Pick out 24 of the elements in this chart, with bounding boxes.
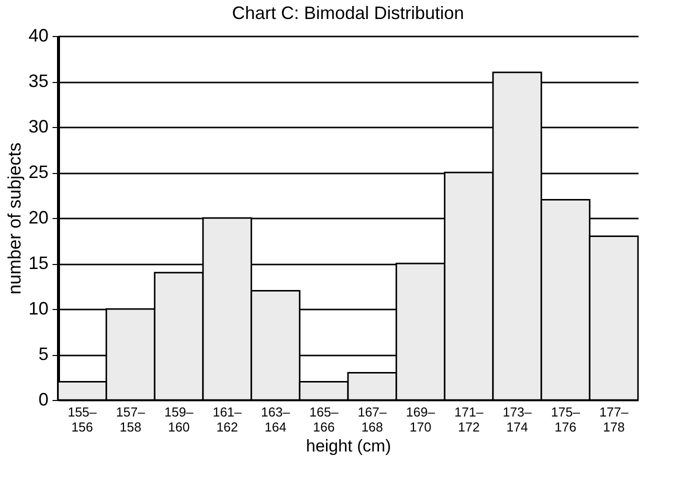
x-tick-label: 175–176 <box>551 404 581 434</box>
y-tick-label: 40 <box>28 26 48 46</box>
y-tick-label: 20 <box>28 208 48 228</box>
y-tick-label: 0 <box>38 390 48 410</box>
x-tick-label: 157–158 <box>116 404 146 434</box>
x-axis-title: height (cm) <box>306 436 392 456</box>
x-tick-label: 169–170 <box>406 404 436 434</box>
x-tick-label: 155–156 <box>68 404 98 434</box>
y-tick-label: 5 <box>38 344 48 364</box>
y-tick-label: 15 <box>28 253 48 273</box>
x-tick-label: 173–174 <box>502 404 532 434</box>
y-tick-label: 10 <box>28 298 48 318</box>
x-tick-label: 163–164 <box>261 404 291 434</box>
x-tick-label: 167–168 <box>358 404 388 434</box>
x-tick-label: 161–162 <box>212 404 242 434</box>
x-tick-label: 165–166 <box>309 404 340 434</box>
y-tick-label: 35 <box>28 71 48 91</box>
x-tick-label: 159–160 <box>164 404 194 434</box>
chart-title: Chart C: Bimodal Distribution <box>232 3 464 23</box>
y-tick-label: 30 <box>28 116 48 136</box>
x-tick-label: 177–178 <box>599 404 630 434</box>
y-tick-label: 25 <box>28 162 48 182</box>
y-axis-title: number of subjects <box>4 142 24 295</box>
x-tick-label: 171–172 <box>454 404 484 434</box>
